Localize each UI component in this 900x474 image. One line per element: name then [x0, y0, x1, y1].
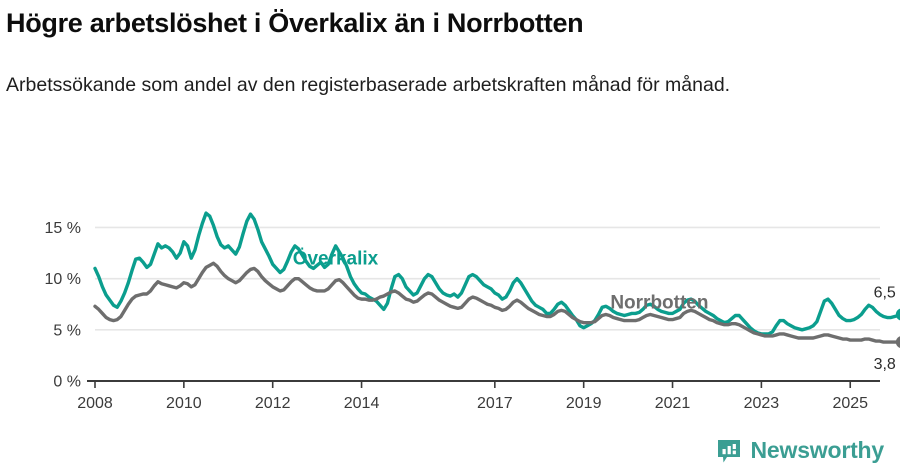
series-label-verkalix: Överkalix — [293, 248, 379, 269]
series-end-markers — [895, 308, 900, 348]
y-axis-tick-label: 5 % — [53, 322, 81, 339]
y-axis-tick-labels: 0 % 5 % 10 % 15 % — [45, 220, 81, 391]
end-value-label-verkalix: 6,5 % — [874, 284, 900, 301]
series-end-marker — [895, 336, 900, 348]
series-end-marker — [895, 308, 900, 321]
x-axis-tick-label: 2012 — [255, 395, 291, 412]
y-axis-tick-label: 0 % — [53, 374, 81, 391]
x-axis-tick-label: 2023 — [744, 395, 780, 412]
chart-subtitle: Arbetssökande som andel av den registerb… — [6, 74, 731, 96]
x-axis-ticks — [94, 381, 852, 388]
series-lines — [93, 211, 900, 344]
chart-plot-area: 0 % 5 % 10 % 15 % 2008 2010 2012 2014 2017 2019 2… — [0, 150, 900, 420]
end-value-label-norrbotten: 3,8 % — [874, 356, 900, 373]
y-axis-tick-label: 15 % — [45, 220, 81, 237]
gridlines — [95, 226, 880, 331]
x-axis-tick-label: 2021 — [655, 395, 691, 412]
newsworthy-logo[interactable]: Newsworthy — [716, 437, 884, 464]
line-chart: 0 %5 %10 %15 % 2008 2010 2012 2014 2017 2019 2… — [45, 211, 900, 412]
x-axis-tick-labels: 2008 2010 2012 2014 2017 2019 2021 2023 2025 — [77, 395, 868, 412]
series-inline-labels: Överkalix Norrbotten — [293, 248, 709, 313]
newsworthy-logo-text: Newsworthy — [750, 437, 885, 463]
series-line-verkalix — [93, 211, 900, 336]
x-axis-tick-label: 2017 — [477, 395, 513, 412]
x-axis-tick-label: 2025 — [832, 395, 868, 412]
x-axis-tick-label: 2010 — [166, 395, 202, 412]
x-axis-tick-label: 2014 — [344, 395, 380, 412]
series-label-norrbotten: Norrbotten — [610, 292, 708, 313]
page-title: Högre arbetslöshet i Överkalix än i Norr… — [6, 8, 584, 38]
x-axis-tick-label: 2019 — [566, 395, 602, 412]
series-line-norrbotten — [93, 261, 900, 344]
y-axis-tick-label: 10 % — [45, 271, 81, 288]
x-axis-tick-label: 2008 — [77, 395, 113, 412]
series-end-value-labels: 6,5 % 3,8 % — [874, 284, 900, 373]
bar-chart-bubble-icon — [716, 438, 742, 464]
